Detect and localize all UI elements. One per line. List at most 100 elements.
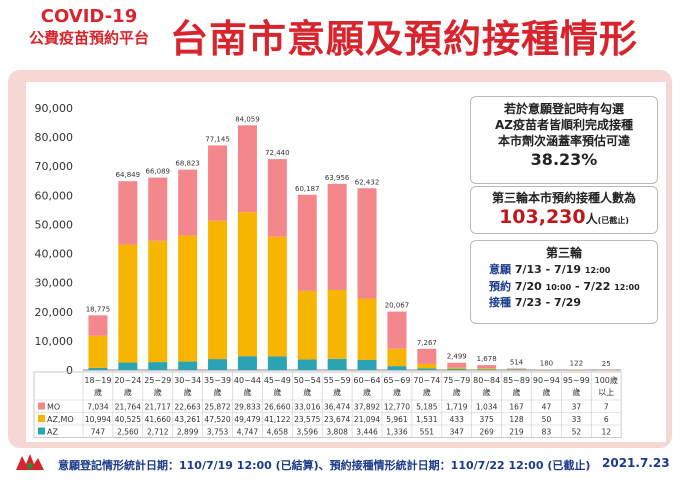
- bar-az-mo: [88, 335, 108, 368]
- total-label: 72,440: [265, 149, 290, 157]
- category-label: 18~19: [84, 376, 111, 385]
- table-cell: 747: [91, 428, 106, 437]
- booking-label: 預約: [489, 280, 511, 293]
- bar-az: [118, 362, 138, 370]
- vaccination-label: 接種: [489, 296, 511, 309]
- table-cell: 36,474: [324, 403, 350, 412]
- table-cell: 41,122: [264, 415, 290, 424]
- table-cell: 47: [542, 403, 552, 412]
- bar-az-mo: [208, 220, 228, 360]
- total-label: 64,849: [116, 171, 141, 179]
- bar-az: [178, 361, 198, 370]
- total-label: 1,678: [477, 355, 497, 363]
- category-label: 歲: [423, 387, 431, 397]
- platform-heading: COVID-19 公費疫苗預約平台: [14, 6, 164, 48]
- bar-az: [148, 362, 168, 370]
- table-cell: 21,717: [145, 403, 171, 412]
- table-cell: 50: [542, 415, 552, 424]
- total-label: 2,499: [447, 353, 467, 361]
- booking-end-time: 12:00: [614, 283, 640, 292]
- bar-az-mo: [297, 290, 317, 360]
- table-cell: 83: [542, 428, 552, 437]
- tainan-logo-icon: [16, 454, 44, 470]
- bar-az-mo: [357, 298, 377, 360]
- table-cell: 3,596: [297, 428, 319, 437]
- total-label: 18,775: [86, 305, 111, 313]
- table-cell: 3,753: [207, 428, 229, 437]
- bar-az-mo: [267, 236, 287, 357]
- booking-count-unit: 人: [585, 212, 598, 226]
- category-label: 歲: [94, 387, 102, 397]
- booking-end-date: - 7/22: [574, 280, 611, 293]
- legend-swatch: [38, 415, 45, 422]
- table-cell: 2,712: [147, 428, 169, 437]
- bar-mo: [327, 183, 347, 290]
- bar-az: [417, 368, 437, 370]
- category-label: 75~79: [443, 376, 470, 385]
- category-label: 65~69: [383, 376, 410, 385]
- table-cell: 1,719: [446, 403, 468, 412]
- intent-label: 意願: [489, 263, 511, 276]
- y-tick-label: 60,000: [35, 189, 74, 202]
- bar-az-mo: [118, 244, 138, 363]
- category-label: 55~59: [324, 376, 351, 385]
- bar-az: [208, 359, 228, 370]
- table-cell: 167: [509, 403, 524, 412]
- table-cell: 3,446: [356, 428, 378, 437]
- bar-az: [88, 367, 108, 370]
- table-cell: 52: [572, 428, 582, 437]
- category-label: 100歲: [595, 375, 618, 385]
- intent-dates: 7/13 - 7/19: [514, 263, 582, 276]
- page-title: 台南市意願及預約接種情形: [170, 17, 639, 61]
- category-label: 歲: [483, 387, 491, 397]
- table-cell: 21,094: [354, 415, 380, 424]
- table-cell: 25,872: [204, 403, 230, 412]
- category-label: 歲: [542, 387, 550, 397]
- bar-mo: [178, 169, 198, 236]
- category-label: 70~74: [413, 376, 440, 385]
- bar-az: [447, 368, 467, 370]
- y-tick-label: 0: [66, 364, 73, 377]
- category-label: 歲: [453, 387, 461, 397]
- schedule-row-vaccination: 接種 7/23 - 7/29: [471, 295, 657, 310]
- table-cell: 375: [479, 415, 494, 424]
- coverage-info-box: 若於意願登記時有勾選 AZ疫苗者皆順利完成接種 本市劑次涵蓋率預估可達 38.2…: [470, 96, 658, 184]
- total-label: 63,956: [325, 174, 350, 182]
- category-label: 50~54: [294, 376, 321, 385]
- category-label: 20~24: [114, 376, 141, 385]
- table-cell: 23,674: [324, 415, 350, 424]
- bar-mo: [88, 315, 108, 336]
- y-tick-label: 80,000: [35, 131, 74, 144]
- table-cell: 5,185: [416, 403, 438, 412]
- total-label: 25: [602, 360, 611, 368]
- bar-mo: [118, 181, 138, 245]
- table-cell: 26,660: [264, 403, 290, 412]
- category-label: 60~64: [354, 376, 381, 385]
- category-label: 45~49: [264, 376, 291, 385]
- bar-az: [297, 359, 317, 370]
- category-label: 80~84: [473, 376, 500, 385]
- booking-start-date: 7/20: [514, 280, 542, 293]
- table-cell: 4,658: [267, 428, 289, 437]
- table-cell: 219: [509, 428, 524, 437]
- table-row-name: AZ,MO: [47, 415, 74, 424]
- table-cell: 47,520: [204, 415, 230, 424]
- category-label: 90~94: [533, 376, 560, 385]
- category-label: 歲: [333, 387, 341, 397]
- category-label: 歲: [124, 387, 132, 397]
- bar-mo: [387, 311, 407, 349]
- bar-mo: [357, 188, 377, 299]
- booking-count-box: 第三輪本市預約接種人數為 103,230人(已截止): [470, 186, 658, 234]
- schedule-row-booking: 預約 7/20 10:00 - 7/22 12:00: [471, 279, 657, 295]
- table-cell: 41,660: [145, 415, 171, 424]
- bar-az-mo: [237, 212, 257, 357]
- bar-az: [327, 358, 347, 370]
- table-cell: 5,961: [386, 415, 408, 424]
- intent-time: 12:00: [584, 266, 611, 275]
- covid-label: COVID-19: [40, 6, 138, 27]
- total-label: 514: [510, 359, 524, 367]
- bar-az: [357, 359, 377, 370]
- category-label: 歲: [273, 387, 281, 397]
- round-schedule-box: 第三輪 意願 7/13 - 7/19 12:00 預約 7/20 10:00 -…: [470, 240, 658, 324]
